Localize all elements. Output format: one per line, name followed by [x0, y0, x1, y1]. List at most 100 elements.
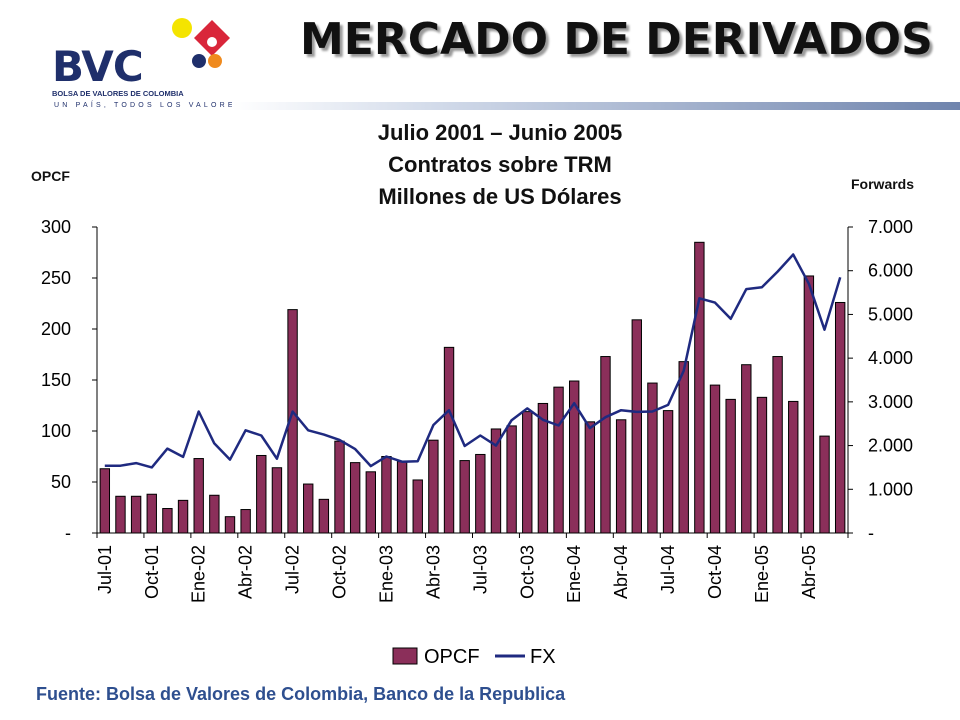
left-axis-name: OPCF — [31, 168, 70, 184]
fx-line — [104, 253, 842, 469]
logo-subtitle: BOLSA DE VALORES DE COLOMBIA — [52, 89, 184, 98]
bar-ago-02 — [303, 483, 314, 534]
chart-title-line3: Millones de US Dólares — [378, 184, 622, 209]
logo-yellow-dot — [172, 18, 192, 38]
right-axis-name: Forwards — [851, 176, 915, 192]
x-tick-label: Abr-04 — [611, 545, 631, 599]
right-tick-label: 5.000 — [868, 304, 913, 324]
bar-jun-02 — [271, 467, 283, 534]
bar-may-02 — [256, 454, 267, 534]
right-tick-label: - — [868, 523, 874, 543]
bar-mar-04 — [600, 356, 611, 534]
bar-feb-03 — [396, 461, 408, 534]
bar-feb-02 — [209, 494, 220, 534]
bar-sep-04 — [694, 241, 705, 534]
right-tick-label: 1.000 — [868, 479, 913, 499]
bar-sep-01 — [130, 495, 142, 534]
derivatives-chart: - 50 100 150 200 250 300 - 1.000 2.000 3.000 4.000 5… — [41, 217, 913, 668]
bar-jul-04 — [662, 410, 674, 534]
bar-oct-04 — [709, 384, 721, 534]
left-tick-label: 200 — [41, 319, 71, 339]
bar-feb-04 — [584, 421, 596, 534]
logo-blue-dot — [192, 54, 206, 68]
bar-dic-02 — [365, 471, 376, 534]
bar-mar-02 — [224, 516, 236, 534]
legend-opcf-label: OPCF — [424, 646, 480, 668]
bar-ene-05 — [756, 396, 768, 534]
bar-may-05 — [819, 435, 830, 534]
x-tick-label: Oct-04 — [705, 545, 725, 599]
bar-mar-05 — [788, 400, 799, 534]
bar-oct-01 — [146, 493, 157, 534]
right-tick-label: 7.000 — [868, 217, 913, 237]
source-note: Fuente: Bolsa de Valores de Colombia, Ba… — [36, 684, 566, 704]
right-tick-label: 3.000 — [868, 392, 913, 412]
header-divider — [232, 102, 960, 110]
legend-opcf-swatch — [392, 647, 418, 665]
chart-title-line1: Julio 2001 – Junio 2005 — [377, 120, 623, 145]
x-tick-label: Abr-05 — [799, 545, 819, 599]
x-tick-label: Oct-01 — [142, 545, 162, 599]
bar-ago-01 — [115, 495, 126, 534]
left-tick-label: 50 — [51, 472, 71, 492]
left-tick-label: 150 — [41, 370, 71, 390]
bar-nov-04 — [725, 398, 736, 534]
right-tick-label: 4.000 — [868, 348, 913, 368]
bar-nov-02 — [349, 462, 361, 534]
bar-ago-03 — [490, 428, 502, 534]
bar-may-04 — [631, 319, 642, 534]
bar-jun-03 — [459, 460, 470, 534]
x-tick-label: Oct-03 — [517, 545, 537, 599]
x-tick-label: Ene-03 — [376, 545, 396, 603]
bar-nov-03 — [537, 402, 549, 534]
bar-may-03 — [443, 346, 455, 534]
x-tick-label: Abr-02 — [236, 545, 256, 599]
bar-mar-03 — [412, 479, 423, 534]
bar-jun-05 — [834, 301, 846, 534]
bar-abr-05 — [803, 275, 815, 534]
logo-orange-dot — [208, 54, 222, 68]
bar-ene-03 — [381, 456, 392, 534]
chart-title-line2: Contratos sobre TRM — [388, 152, 612, 177]
left-tick-label: 250 — [41, 268, 71, 288]
bar-ene-04 — [569, 380, 580, 534]
x-tick-label: Ene-02 — [189, 545, 209, 603]
x-tick-label: Jul-03 — [470, 545, 490, 594]
bar-sep-03 — [506, 425, 517, 534]
logo-wordmark: BVC — [52, 42, 144, 91]
bar-dic-03 — [553, 386, 564, 534]
left-tick-label: - — [65, 523, 71, 543]
left-tick-label: 300 — [41, 217, 71, 237]
left-tick-label: 100 — [41, 421, 71, 441]
bar-jul-01 — [99, 468, 111, 534]
logo-tagline: UN PAÍS, TODOS LOS VALORES — [54, 102, 244, 109]
x-tick-label: Jul-04 — [658, 545, 678, 594]
bar-ene-02 — [193, 458, 204, 534]
x-tick-label: Oct-02 — [330, 545, 350, 599]
x-tick-label: Ene-05 — [752, 545, 772, 603]
bar-abr-04 — [615, 419, 627, 534]
bar-jul-03 — [475, 453, 486, 534]
bar-jun-04 — [647, 382, 658, 534]
bar-dic-01 — [177, 499, 189, 534]
right-tick-label: 6.000 — [868, 261, 913, 281]
right-tick-label: 2.000 — [868, 436, 913, 456]
x-tick-label: Ene-04 — [564, 545, 584, 603]
bvc-logo: BVC BOLSA DE VALORES DE COLOMBIA UN PAÍS… — [48, 16, 248, 109]
bar-jul-02 — [287, 309, 298, 534]
bar-feb-05 — [772, 356, 783, 534]
bar-abr-03 — [428, 439, 439, 534]
bar-dic-04 — [741, 364, 752, 534]
page-title: MERCADO DE DERIVADOS — [300, 14, 933, 65]
x-tick-label: Jul-02 — [283, 545, 303, 594]
bar-sep-02 — [318, 498, 330, 534]
bar-abr-02 — [240, 509, 251, 534]
bar-oct-02 — [334, 440, 345, 534]
bar-ago-04 — [678, 361, 689, 534]
legend-fx-label: FX — [530, 646, 556, 668]
x-tick-label: Abr-03 — [423, 545, 443, 599]
logo-red-diamond — [194, 20, 230, 56]
bar-nov-01 — [162, 508, 173, 534]
bar-oct-03 — [522, 411, 533, 534]
x-tick-label: Jul-01 — [95, 545, 115, 594]
